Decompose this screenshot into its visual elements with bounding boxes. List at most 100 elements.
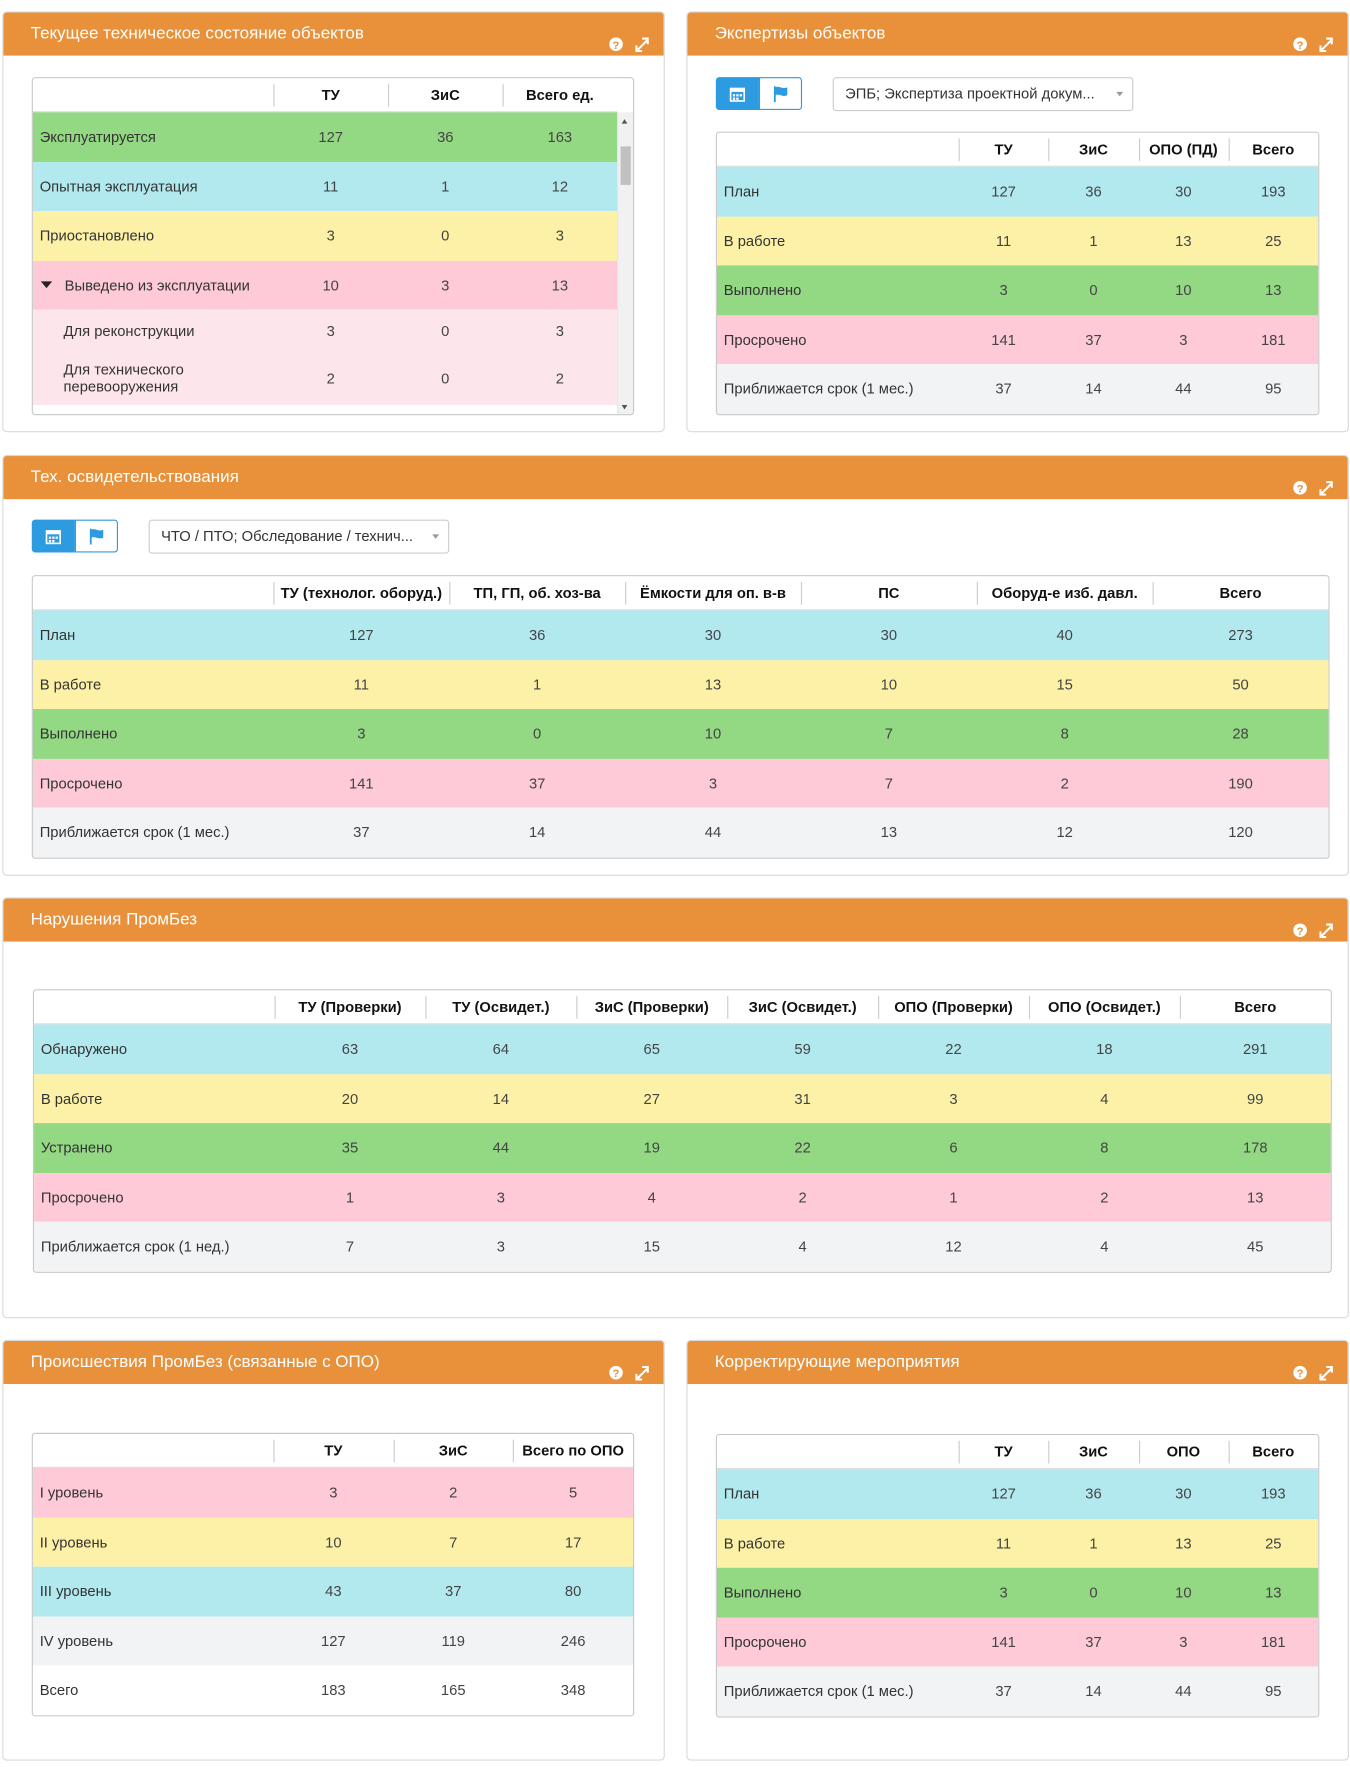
cell-value: 19 bbox=[643, 1139, 660, 1157]
data-table: ТУ ЗиС Всего ед. Эксплуатируется 127 36 163 Опы… bbox=[31, 77, 635, 416]
expand-toggle[interactable] bbox=[40, 277, 65, 294]
cell-value: 4 bbox=[1100, 1089, 1109, 1107]
cell-value: 14 bbox=[1085, 380, 1102, 398]
cell-value: 37 bbox=[1085, 1633, 1102, 1651]
table-row: Приостановлено 3 0 3 bbox=[32, 211, 618, 261]
filter-dropdown[interactable]: ЧТО / ПТО; Обследование / технич... bbox=[148, 519, 450, 554]
table-row: Эксплуатируется 127 36 163 bbox=[32, 112, 618, 162]
row-label: Приближается срок (1 нед.) bbox=[34, 1238, 275, 1255]
cell-value: 0 bbox=[441, 369, 450, 387]
header-icons[interactable]: ? bbox=[609, 26, 650, 69]
header-row: ТУ ЗиС ОПО (ПД) Всего bbox=[716, 132, 1319, 167]
cell-value: 44 bbox=[1175, 1682, 1192, 1700]
cell-value: 141 bbox=[349, 774, 374, 792]
data-table: ТУ ЗиС ОПО (ПД) Всего План 127 36 30 193 В работе… bbox=[715, 131, 1320, 415]
view-toggle bbox=[31, 519, 118, 553]
cell-value: 65 bbox=[643, 1040, 660, 1058]
panel: Корректирующие мероприятия? ТУ ЗиС ОПО Всего… bbox=[686, 1339, 1349, 1761]
cell-value: 0 bbox=[533, 725, 542, 743]
cell-value: 3 bbox=[949, 1089, 958, 1107]
row-label: Всего bbox=[33, 1682, 274, 1699]
row-label: Для технического перевооружения bbox=[33, 361, 274, 395]
table-row: Для технического перевооружения 2 0 2 bbox=[32, 350, 618, 405]
panel-header: Тех. освидетельствования? bbox=[3, 456, 1348, 500]
row-label-text: Приближается срок (1 мес.) bbox=[39, 823, 230, 841]
column-header: ОПО (Проверки) bbox=[878, 996, 1029, 1019]
cell-value: 10 bbox=[1175, 1583, 1192, 1601]
header-icons[interactable]: ? bbox=[1293, 912, 1334, 955]
cell-value: 14 bbox=[492, 1089, 510, 1107]
row-label-text: Выведено из эксплуатации bbox=[64, 276, 250, 294]
cell-value: 141 bbox=[991, 1633, 1016, 1651]
row-label-text: В работе bbox=[39, 675, 102, 693]
cell-value: 28 bbox=[1232, 725, 1249, 743]
cell-value: 17 bbox=[564, 1533, 582, 1551]
header-icons[interactable]: ? bbox=[1293, 1355, 1334, 1398]
column-header: ТУ bbox=[958, 138, 1049, 162]
table-row: I уровень 3 2 5 bbox=[32, 1467, 634, 1518]
cell-value: 64 bbox=[492, 1040, 510, 1058]
header-icons[interactable]: ? bbox=[1293, 470, 1334, 513]
data-table: ТУ ЗиС ОПО Всего План 127 36 30 193 В работе 11 1 13… bbox=[715, 1433, 1320, 1717]
svg-text:?: ? bbox=[1297, 1368, 1304, 1380]
column-header: ТУ (технолог. оборуд.) bbox=[273, 581, 449, 605]
row-label: Выполнено bbox=[717, 282, 959, 299]
flag-button[interactable] bbox=[758, 77, 803, 111]
cell-value: 36 bbox=[1085, 1485, 1102, 1503]
scrollbar-thumb[interactable] bbox=[620, 146, 631, 185]
column-header: Всего ед. bbox=[502, 83, 618, 107]
row-label: План bbox=[33, 627, 274, 644]
cell-value: 95 bbox=[1265, 380, 1282, 398]
cell-value: 4 bbox=[647, 1188, 656, 1206]
cell-value: 6 bbox=[949, 1139, 958, 1157]
calendar-button[interactable] bbox=[31, 519, 75, 553]
row-label-text: Выполнено bbox=[39, 725, 118, 743]
calendar-button[interactable] bbox=[715, 77, 759, 111]
header-row: ТУ ЗиС Всего ед. bbox=[32, 78, 618, 113]
cell-value: 37 bbox=[995, 1682, 1012, 1700]
row-label: Просрочено bbox=[33, 775, 274, 792]
cell-value: 5 bbox=[568, 1484, 578, 1502]
cell-value: 2 bbox=[1060, 774, 1069, 792]
cell-value: 7 bbox=[884, 774, 893, 792]
column-header: ТУ bbox=[273, 1439, 393, 1463]
table-row: Обнаружено 63 64 65 59 22 18 291 bbox=[34, 1024, 1331, 1074]
row-label-text: Просрочено bbox=[723, 330, 807, 348]
cell-value: 120 bbox=[1228, 823, 1253, 841]
cell-value: 3 bbox=[1179, 330, 1188, 348]
row-label-text: II уровень bbox=[39, 1533, 108, 1551]
cell-value: 13 bbox=[1175, 232, 1192, 250]
row-label-text: Для реконструкции bbox=[63, 321, 195, 339]
svg-text:?: ? bbox=[1297, 40, 1304, 52]
row-label: План bbox=[717, 1485, 959, 1502]
column-header: ТУ bbox=[273, 83, 388, 107]
view-toggle bbox=[715, 77, 803, 111]
cell-value: 7 bbox=[884, 725, 893, 743]
cell-value: 15 bbox=[643, 1237, 660, 1255]
cell-value: 1 bbox=[1089, 1534, 1098, 1552]
cell-value: 3 bbox=[357, 725, 366, 743]
cell-value: 10 bbox=[1175, 281, 1192, 299]
cell-value: 8 bbox=[1060, 725, 1069, 743]
row-label: Выведено из эксплуатации bbox=[33, 277, 274, 294]
scrollbar[interactable] bbox=[617, 112, 634, 415]
panel-title: Происшествия ПромБез (связанные с ОПО) bbox=[30, 1352, 380, 1372]
cell-value: 165 bbox=[440, 1681, 466, 1699]
panel: Происшествия ПромБез (связанные с ОПО)? Т… bbox=[2, 1339, 665, 1761]
row-label: Выполнено bbox=[717, 1584, 959, 1601]
table-row: Выполнено 3 0 10 7 8 28 bbox=[32, 709, 1329, 759]
cell-value: 15 bbox=[1056, 675, 1073, 693]
header-icons[interactable]: ? bbox=[1293, 26, 1334, 69]
cell-value: 11 bbox=[995, 232, 1012, 250]
panel-title: Тех. освидетельствования bbox=[30, 467, 239, 487]
dropdown-caret bbox=[1116, 91, 1124, 97]
cell-value: 348 bbox=[560, 1681, 586, 1699]
column-header: ТУ (Освидет.) bbox=[425, 996, 576, 1019]
cell-value: 193 bbox=[1260, 1485, 1286, 1503]
filter-dropdown[interactable]: ЭПБ; Экспертиза проектной докум... bbox=[832, 77, 1134, 112]
cell-value: 1 bbox=[345, 1188, 355, 1206]
panel: Нарушения ПромБез? ТУ (Проверки) ТУ (Освид… bbox=[2, 897, 1349, 1319]
header-icons[interactable]: ? bbox=[609, 1355, 650, 1398]
row-label-text: План bbox=[723, 182, 760, 200]
flag-button[interactable] bbox=[74, 519, 118, 553]
